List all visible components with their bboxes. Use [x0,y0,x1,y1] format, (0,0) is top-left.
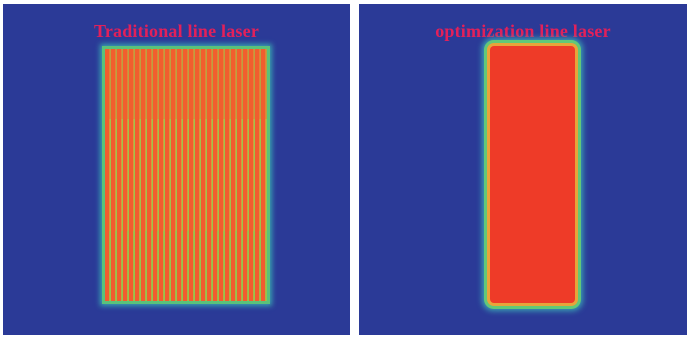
traditional-laser-title: Traditional line laser [93,21,260,41]
traditional-laser-pattern [105,49,267,301]
optimization-laser-panel: optimization line laser [359,4,687,335]
panel-divider [350,0,359,339]
optimization-laser-pattern [490,46,575,303]
optimization-laser-title: optimization line laser [435,21,611,41]
traditional-laser-panel: Traditional line laser [3,4,350,335]
